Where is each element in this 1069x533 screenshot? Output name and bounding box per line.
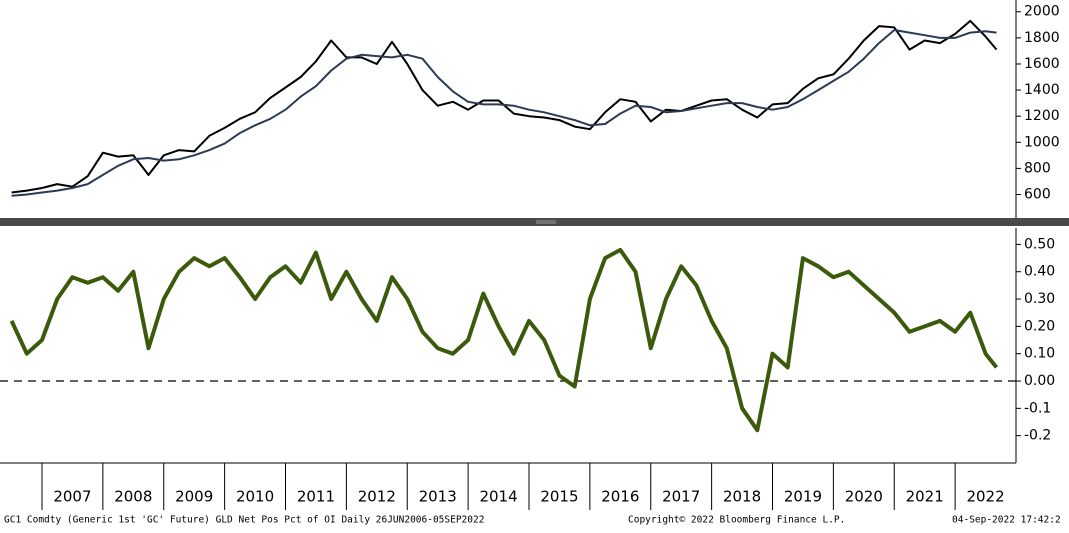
timestamp: 04-Sep-2022 17:42:2 [952, 515, 1061, 526]
y-tick-label: 0.50 [1024, 236, 1055, 252]
y-tick-label: 800 [1024, 160, 1051, 176]
x-tick-label: 2016 [601, 488, 639, 506]
x-tick-label: 2021 [906, 488, 944, 506]
y-tick-label: 1600 [1024, 56, 1060, 72]
x-tick-label: 2014 [479, 488, 517, 506]
y-tick-label: 0.10 [1024, 346, 1055, 362]
x-tick-label: 2009 [175, 488, 213, 506]
x-tick-label: 2017 [662, 488, 700, 506]
y-tick-label: 0.00 [1024, 373, 1055, 389]
x-tick-label: 2010 [236, 488, 274, 506]
y-tick-label: 1000 [1024, 134, 1060, 150]
x-tick-label: 2020 [845, 488, 883, 506]
y-tick-label: 600 [1024, 187, 1051, 203]
y-tick-label: 2000 [1024, 4, 1060, 20]
panel-divider[interactable] [0, 218, 1069, 226]
x-tick-label: 2008 [114, 488, 152, 506]
x-tick-label: 2012 [358, 488, 396, 506]
x-tick-label: 2019 [784, 488, 822, 506]
y-tick-label: 1400 [1024, 82, 1060, 98]
x-tick-label: 2015 [540, 488, 578, 506]
y-tick-label: 1800 [1024, 30, 1060, 46]
copyright: Copyright© 2022 Bloomberg Finance L.P. [628, 515, 845, 526]
x-tick-label: 2011 [297, 488, 335, 506]
y-tick-label: -0.2 [1024, 428, 1051, 444]
x-tick-label: 2018 [723, 488, 761, 506]
x-tick-label: 2022 [966, 488, 1004, 506]
y-tick-label: 0.20 [1024, 318, 1055, 334]
series-line [9, 247, 999, 433]
y-tick-label: 1200 [1024, 108, 1060, 124]
y-tick-label: -0.1 [1024, 400, 1051, 416]
y-tick-label: 0.30 [1024, 291, 1055, 307]
series-line [11, 29, 997, 197]
x-tick-label: 2013 [419, 488, 457, 506]
series-line [11, 19, 998, 194]
footer: GC1 Comdty (Generic 1st 'GC' Future) GLD… [4, 515, 484, 526]
x-tick-label: 2007 [53, 488, 91, 506]
y-tick-label: 0.40 [1024, 264, 1055, 280]
